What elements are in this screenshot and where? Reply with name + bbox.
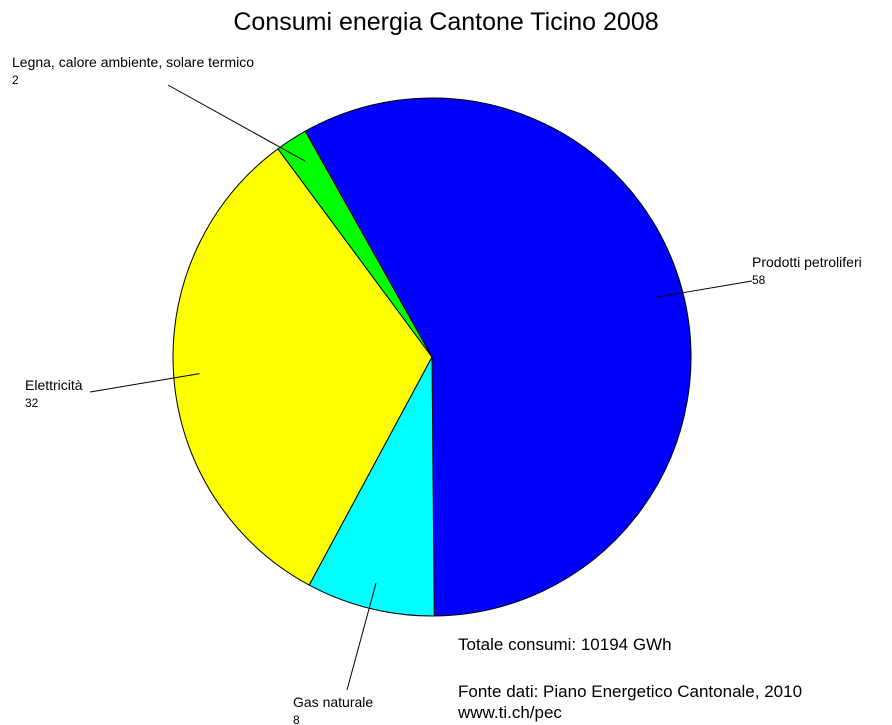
slice-value: 8: [293, 713, 300, 725]
slice-label: Elettricità: [25, 377, 83, 393]
annotation: Totale consumi: 10194 GWh: [458, 635, 672, 654]
pie-slice: [304, 97, 692, 617]
slice-value: 32: [25, 396, 39, 410]
pie-slice: [308, 356, 435, 617]
chart-title: Consumi energia Cantone Ticino 2008: [233, 8, 658, 36]
slice-value: 2: [12, 73, 19, 87]
leader-line: [346, 583, 377, 691]
slice-value: 58: [752, 273, 766, 287]
leader-line: [657, 280, 753, 298]
leader-line: [167, 84, 306, 162]
slice-label: Gas naturale: [293, 694, 373, 710]
annotation: Fonte dati: Piano Energetico Cantonale, …: [458, 682, 802, 701]
pie-slice: [277, 130, 433, 358]
slice-label: Prodotti petroliferi: [752, 254, 862, 270]
pie-slice: [172, 148, 433, 586]
leader-line: [89, 373, 200, 393]
annotation: www.ti.ch/pec: [457, 703, 562, 722]
slice-label: Legna, calore ambiente, solare termico: [12, 54, 254, 70]
